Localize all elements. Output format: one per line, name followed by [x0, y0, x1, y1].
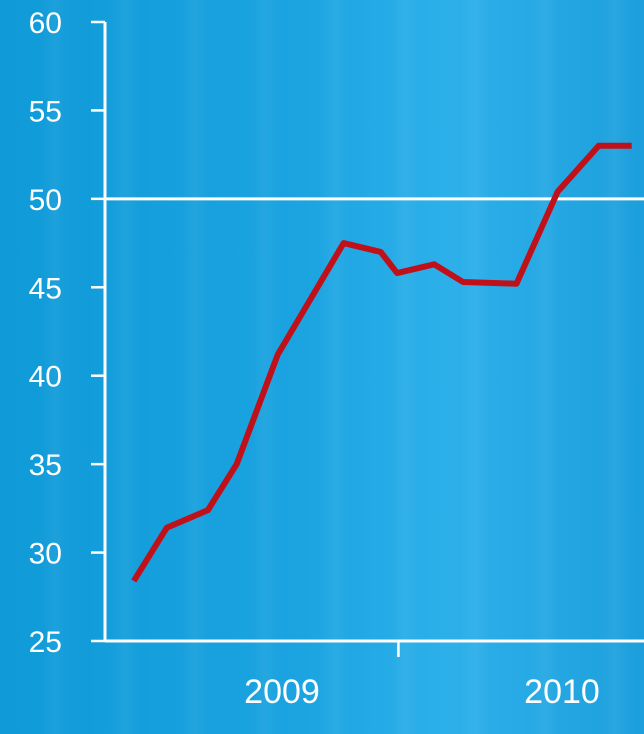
y-tick-label: 55: [29, 95, 62, 128]
chart-axes: [103, 22, 644, 643]
x-tick-label: 2009: [244, 673, 320, 711]
x-tick-label: 2010: [524, 673, 600, 711]
y-tick-label: 30: [29, 538, 62, 571]
y-tick-label: 35: [29, 449, 62, 482]
y-tick-label: 60: [29, 7, 62, 40]
y-tick-label: 50: [29, 184, 62, 217]
x-axis-ticks: 2009 2010: [244, 641, 600, 711]
y-tick-label: 40: [29, 361, 62, 394]
y-tick-label: 45: [29, 272, 62, 305]
y-axis-ticks: 60 55 50 45 40 35 30 25: [29, 7, 105, 659]
series-line: [131, 142, 632, 583]
chart-series: [131, 142, 632, 583]
y-tick-label: 25: [29, 626, 62, 659]
